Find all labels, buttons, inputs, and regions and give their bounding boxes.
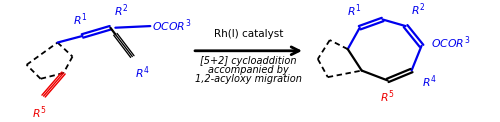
Text: accompanied by: accompanied by	[208, 65, 289, 75]
Text: $R^4$: $R^4$	[136, 65, 150, 81]
Text: $OCOR^3$: $OCOR^3$	[432, 34, 471, 51]
Text: $R^4$: $R^4$	[422, 74, 436, 90]
Text: $R^2$: $R^2$	[410, 1, 425, 18]
Text: $R^2$: $R^2$	[114, 3, 128, 20]
Text: $R^1$: $R^1$	[346, 3, 361, 20]
Text: Rh(I) catalyst: Rh(I) catalyst	[214, 29, 283, 39]
Text: $R^1$: $R^1$	[74, 11, 88, 28]
Text: 1,2-acyloxy migration: 1,2-acyloxy migration	[195, 74, 302, 84]
Text: $R^5$: $R^5$	[32, 104, 47, 121]
Text: [5+2] cycloaddition: [5+2] cycloaddition	[200, 56, 297, 66]
Text: $OCOR^3$: $OCOR^3$	[152, 18, 192, 34]
Text: $R^5$: $R^5$	[380, 89, 395, 105]
